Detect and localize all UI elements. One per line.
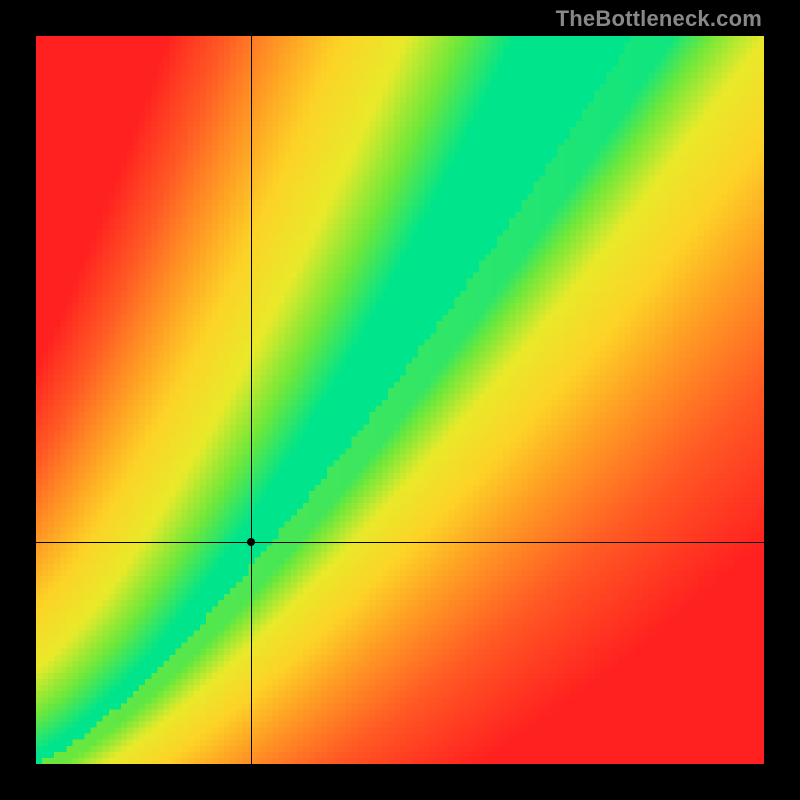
bottleneck-heatmap <box>36 36 764 764</box>
attribution-label: TheBottleneck.com <box>556 6 762 32</box>
plot-area <box>36 36 764 764</box>
chart-frame: TheBottleneck.com <box>0 0 800 800</box>
